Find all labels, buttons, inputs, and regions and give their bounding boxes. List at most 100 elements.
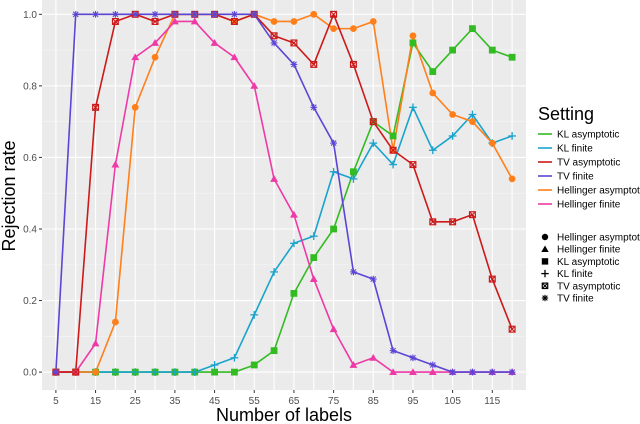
marker-circle	[350, 25, 357, 33]
data-point-asterisk	[369, 275, 377, 283]
marker-box	[488, 275, 496, 283]
x-tick-label: 115	[484, 396, 500, 407]
marker-circle	[508, 175, 516, 183]
data-point-triangle	[329, 325, 338, 333]
marker-triangle	[111, 160, 120, 168]
data-point-square	[310, 254, 318, 262]
legend-color-label: TV finite	[557, 172, 594, 183]
plot-panel	[42, 0, 526, 390]
marker-box-x2	[449, 218, 456, 226]
data-point-square	[270, 347, 278, 355]
x-tick-label: 55	[249, 396, 261, 407]
data-point-triangle	[170, 17, 179, 25]
data-point-circle	[151, 53, 159, 61]
marker-triangle	[210, 39, 219, 46]
marker-box-x2	[72, 368, 80, 376]
data-point-asterisk	[231, 10, 238, 18]
data-point-circle	[310, 10, 318, 18]
series-markers	[51, 10, 517, 377]
data-point-square	[330, 225, 337, 233]
marker-square	[488, 46, 496, 54]
data-point-asterisk	[250, 10, 258, 18]
data-point-asterisk	[72, 10, 80, 18]
data-point-plus	[230, 353, 239, 362]
data-point-square	[508, 53, 516, 61]
marker-circle	[369, 18, 377, 25]
legend-shape-label: Hellinger finite	[557, 245, 621, 256]
series-line-hellinger-finite	[55, 20, 513, 373]
legend-color-entry: TV asymptotic	[538, 158, 620, 169]
data-point-square	[211, 368, 218, 376]
marker-box-x2	[112, 18, 119, 25]
marker-box-x2	[270, 32, 278, 40]
marker-triangle	[349, 361, 358, 368]
data-point-boxx	[310, 60, 318, 68]
data-point-square	[488, 46, 496, 54]
marker-circle	[310, 10, 318, 18]
data-point-asterisk	[151, 10, 159, 18]
marker-box	[409, 161, 417, 169]
data-point-asterisk	[52, 368, 60, 376]
legend-color-label: KL asymptotic	[557, 130, 619, 141]
data-point-circle	[330, 25, 337, 33]
data-point-triangle	[190, 17, 199, 25]
data-point-plus	[190, 368, 199, 377]
marker-box	[111, 17, 119, 25]
data-point-triangle	[111, 160, 120, 168]
legend-color-entry: TV finite	[538, 172, 594, 183]
data-point-asterisk	[409, 354, 417, 362]
data-point-square	[250, 361, 258, 369]
data-point-asterisk	[508, 368, 516, 376]
legend-shape-entry: KL finite	[541, 269, 593, 280]
marker-triangle	[151, 39, 159, 46]
marker-triangle	[409, 368, 417, 376]
y-tick-label: 1.0	[23, 10, 37, 21]
marker-box	[290, 39, 298, 47]
x-tick-label: 25	[130, 396, 142, 407]
marker-circle	[488, 139, 496, 147]
marker-box	[151, 17, 159, 25]
data-point-plus	[250, 310, 259, 319]
data-point-asterisk	[541, 294, 549, 302]
marker-box	[330, 10, 338, 18]
marker-box-x2	[290, 39, 298, 47]
marker-square	[310, 254, 318, 262]
marker-circle	[111, 318, 119, 326]
data-point-square	[541, 258, 549, 265]
data-point-boxx	[488, 275, 496, 283]
data-point-triangle	[409, 368, 417, 376]
marker-box	[72, 368, 80, 376]
marker-circle	[151, 53, 159, 61]
marker-square	[211, 368, 218, 376]
data-point-asterisk	[92, 10, 99, 18]
data-point-circle	[429, 89, 437, 97]
data-point-triangle	[131, 53, 140, 61]
data-point-boxx	[270, 32, 278, 40]
marker-square	[508, 53, 516, 61]
marker-box-x2	[488, 275, 496, 283]
marker-circle	[270, 18, 278, 25]
data-point-boxx	[72, 368, 80, 376]
marker-triangle	[369, 353, 378, 361]
legend-color-label: KL finite	[557, 144, 593, 155]
marker-circle	[409, 32, 417, 40]
legend-color-entries: KL asymptotic KL finite TV asymptotic TV fi…	[538, 130, 640, 211]
y-tick-label: 0.8	[23, 81, 37, 92]
data-point-plus	[508, 132, 517, 140]
legend-shape-entry: KL asymptotic	[541, 257, 619, 268]
marker-square	[250, 361, 258, 369]
y-axis: 0.0 0.2 0.4 0.6 0.8 1.0	[23, 10, 42, 379]
legend-shape-label: TV asymptotic	[557, 281, 620, 292]
data-point-asterisk	[429, 361, 437, 369]
data-point-square	[449, 46, 457, 54]
marker-box	[349, 60, 357, 68]
data-point-asterisk	[290, 61, 298, 68]
y-axis-label: Rejection rate	[0, 140, 19, 251]
y-tick-label: 0.2	[23, 296, 37, 307]
data-point-triangle	[91, 339, 100, 347]
marker-circle	[131, 103, 139, 111]
data-point-square	[469, 25, 476, 33]
marker-box-x2	[389, 146, 397, 154]
marker-box	[230, 17, 238, 25]
marker-box	[270, 32, 278, 40]
